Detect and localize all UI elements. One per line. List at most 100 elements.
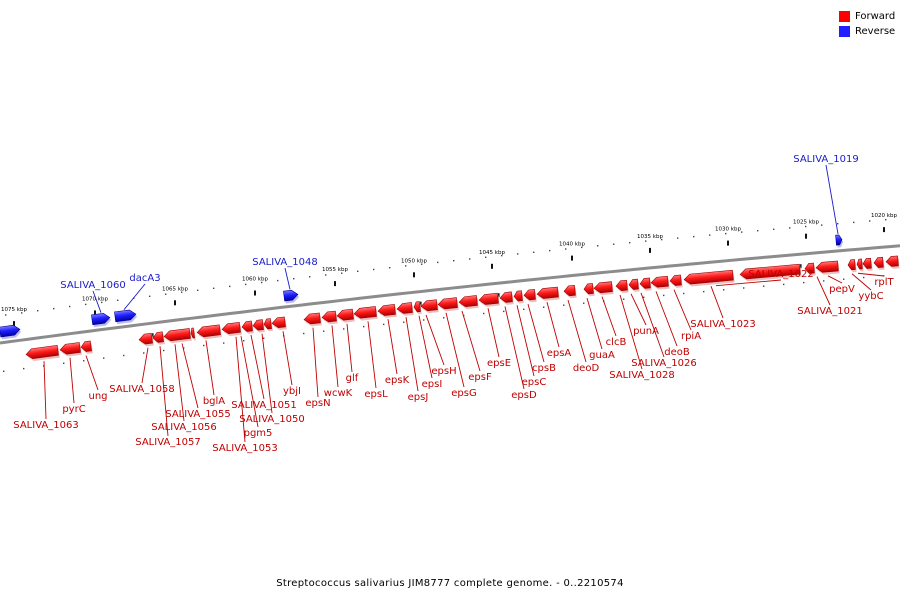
forward-gene-arrow[interactable] — [138, 332, 154, 347]
forward-gene-arrow[interactable] — [804, 262, 816, 276]
gene-label-epsd[interactable]: epsD — [511, 390, 537, 401]
gene-label-saliva-1053[interactable]: SALIVA_1053 — [212, 443, 277, 454]
gene-label-deob[interactable]: deoB — [664, 347, 690, 358]
gene-label-saliva-1026[interactable]: SALIVA_1026 — [631, 358, 696, 369]
gene-label-epsc[interactable]: epsC — [522, 377, 547, 388]
gene-label-epse[interactable]: epsE — [487, 358, 511, 369]
forward-gene-arrow[interactable] — [847, 259, 857, 273]
reverse-gene-arrow[interactable] — [0, 324, 22, 340]
forward-gene-arrow[interactable] — [458, 295, 479, 310]
reverse-gene-arrow[interactable] — [283, 289, 300, 304]
forward-gene-arrow[interactable] — [615, 279, 629, 294]
forward-gene-arrow[interactable] — [241, 320, 254, 335]
gene-label-saliva-1057[interactable]: SALIVA_1057 — [135, 437, 200, 448]
gene-label-epsk[interactable]: epsK — [385, 375, 410, 386]
forward-gene-arrow[interactable] — [420, 299, 439, 314]
forward-gene-arrow[interactable] — [163, 328, 192, 344]
gene-label-daca3[interactable]: dacA3 — [129, 273, 160, 284]
gene-label-epsn[interactable]: epsN — [305, 398, 330, 409]
forward-gene-arrow[interactable] — [303, 312, 322, 327]
forward-gene-arrow[interactable] — [683, 269, 735, 287]
forward-gene-arrow[interactable] — [190, 327, 196, 341]
gene-label-saliva-1023[interactable]: SALIVA_1023 — [690, 319, 755, 330]
forward-gene-arrow[interactable] — [563, 284, 577, 299]
gene-label-saliva-1022[interactable]: SALIVA_1022 — [748, 269, 813, 280]
forward-gene-arrow[interactable] — [499, 291, 514, 306]
forward-gene-arrow[interactable] — [639, 277, 652, 291]
leader-line — [250, 334, 265, 400]
forward-gene-arrow[interactable] — [252, 319, 265, 334]
gene-label-epsg[interactable]: epsG — [451, 388, 476, 399]
forward-gene-arrow[interactable] — [583, 283, 595, 297]
forward-gene-arrow[interactable] — [593, 281, 614, 296]
forward-gene-arrow[interactable] — [59, 342, 82, 357]
gene-label-ung[interactable]: ung — [88, 391, 107, 402]
reverse-gene-arrow[interactable] — [91, 312, 112, 328]
gene-label-puna[interactable]: punA — [633, 326, 659, 337]
gene-label-saliva-1055[interactable]: SALIVA_1055 — [165, 409, 230, 420]
forward-gene-arrow[interactable] — [271, 316, 287, 331]
forward-gene-arrow[interactable] — [739, 263, 802, 282]
gene-label-clcb[interactable]: clcB — [606, 337, 627, 348]
gene-label-yybc[interactable]: yybC — [858, 291, 883, 302]
reverse-gene-arrow[interactable] — [835, 234, 844, 248]
gene-label-saliva-1021[interactable]: SALIVA_1021 — [797, 306, 862, 317]
forward-gene-arrow[interactable] — [353, 306, 378, 321]
gene-label-saliva-1060[interactable]: SALIVA_1060 — [60, 280, 125, 291]
forward-gene-arrow[interactable] — [437, 297, 459, 313]
gene-label-epsj[interactable]: epsJ — [408, 392, 429, 403]
gene-label-deod[interactable]: deoD — [573, 363, 600, 374]
gene-label-rpia[interactable]: rpiA — [681, 331, 701, 342]
forward-gene-arrow[interactable] — [396, 302, 414, 316]
forward-gene-arrow[interactable] — [321, 310, 338, 325]
forward-gene-arrow[interactable] — [856, 258, 864, 272]
gene-label-ybji[interactable]: ybjI — [283, 386, 301, 397]
ruler-dots-top — [5, 219, 887, 316]
forward-gene-arrow[interactable] — [413, 301, 422, 315]
leader-line — [601, 296, 617, 337]
gene-label-guaa[interactable]: guaA — [589, 350, 615, 361]
forward-gene-arrow[interactable] — [815, 260, 840, 275]
gene-label-epsl[interactable]: epsL — [364, 389, 388, 400]
forward-gene-arrow[interactable] — [862, 257, 873, 271]
gene-label-epsh[interactable]: epsH — [431, 366, 456, 377]
gene-label-saliva-1051[interactable]: SALIVA_1051 — [231, 400, 296, 411]
gene-label-wcwk[interactable]: wcwK — [324, 388, 353, 399]
forward-gene-arrow[interactable] — [669, 274, 683, 289]
gene-label-saliva-1050[interactable]: SALIVA_1050 — [239, 414, 304, 425]
forward-gene-arrow[interactable] — [80, 340, 93, 355]
gene-label-bgla[interactable]: bglA — [203, 396, 225, 407]
forward-gene-arrow[interactable] — [263, 318, 273, 332]
gene-label-saliva-1028[interactable]: SALIVA_1028 — [609, 370, 674, 381]
forward-gene-arrow[interactable] — [628, 278, 640, 292]
forward-gene-arrow[interactable] — [523, 289, 537, 303]
gene-label-pyrc[interactable]: pyrC — [62, 404, 85, 415]
gene-label-rplt[interactable]: rplT — [874, 277, 894, 288]
gene-label-saliva-1063[interactable]: SALIVA_1063 — [13, 420, 78, 431]
gene-label-saliva-1056[interactable]: SALIVA_1056 — [151, 422, 216, 433]
gene-label-glf[interactable]: glf — [346, 373, 359, 384]
gene-label-cpsb[interactable]: cpsB — [532, 363, 556, 374]
forward-gene-arrow[interactable] — [885, 255, 900, 270]
reverse-gene-arrow[interactable] — [114, 309, 138, 325]
gene-label-pgm5[interactable]: pgm5 — [244, 428, 273, 439]
forward-gene-arrow[interactable] — [196, 324, 222, 340]
forward-gene-arrow[interactable] — [221, 322, 242, 337]
gene-label-saliva-1019[interactable]: SALIVA_1019 — [793, 154, 858, 165]
gene-label-saliva-1048[interactable]: SALIVA_1048 — [252, 257, 317, 268]
gene-label-epsa[interactable]: epsA — [547, 348, 572, 359]
forward-gene-arrow[interactable] — [513, 290, 524, 304]
forward-gene-arrow[interactable] — [873, 256, 885, 271]
gene-label-epsi[interactable]: epsI — [422, 379, 443, 390]
gene-label-epsf[interactable]: epsF — [468, 372, 492, 383]
forward-gene-arrow[interactable] — [152, 331, 165, 346]
forward-gene-arrow[interactable] — [536, 286, 560, 302]
forward-gene-arrow[interactable] — [336, 308, 355, 323]
forward-gene-arrow[interactable] — [478, 292, 500, 308]
forward-gene-arrow[interactable] — [377, 304, 397, 318]
gene-label-saliva-1058[interactable]: SALIVA_1058 — [109, 384, 174, 395]
forward-gene-arrow[interactable] — [650, 275, 670, 290]
forward-gene-arrow[interactable] — [25, 345, 60, 362]
gene-label-pepv[interactable]: pepV — [829, 284, 855, 295]
